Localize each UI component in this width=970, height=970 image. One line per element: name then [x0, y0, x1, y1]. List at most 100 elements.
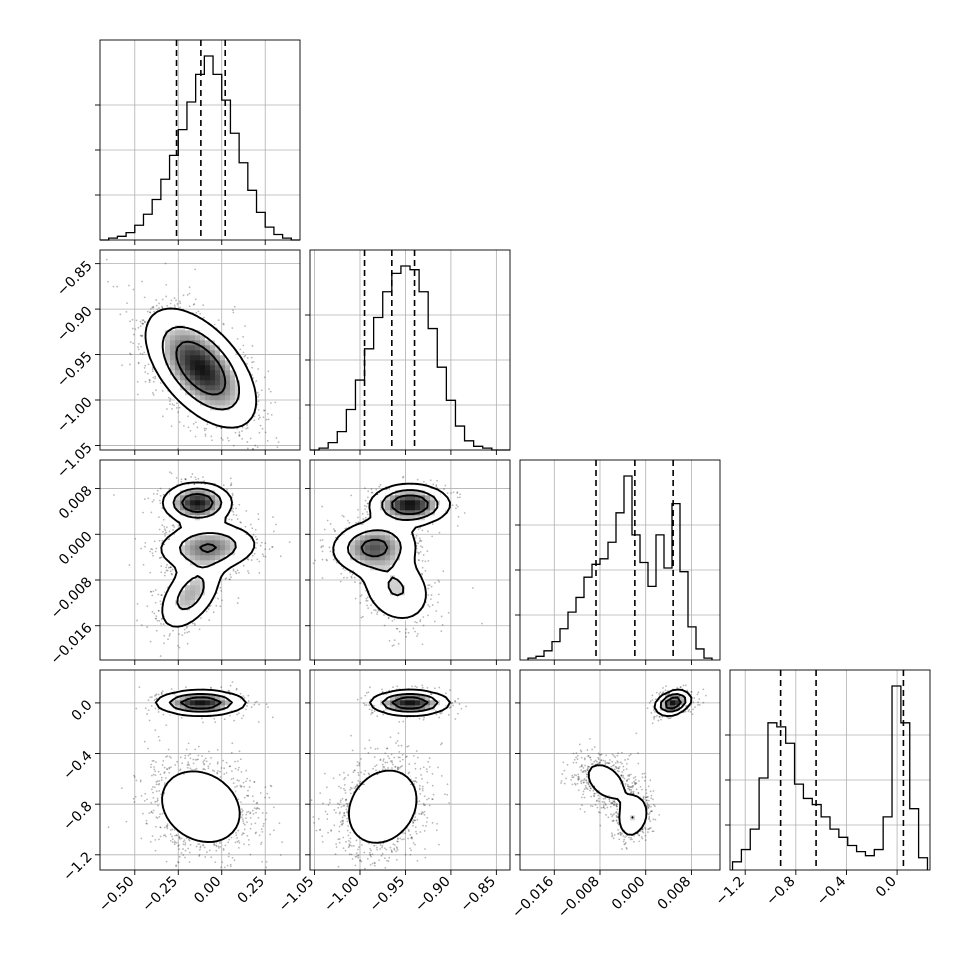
joint-1-cell [200, 505, 206, 511]
joint-2-point [373, 609, 376, 611]
joint-0-cell [225, 390, 231, 396]
joint-0-point [139, 352, 142, 355]
joint-0-cell [215, 410, 221, 416]
joint-0-cell [230, 370, 236, 376]
joint-0-cell [170, 335, 176, 341]
joint-0-point [256, 391, 259, 394]
joint-1-point [168, 634, 171, 637]
joint-1-cell [205, 515, 211, 521]
joint-1-point [245, 510, 248, 512]
joint-0-cell [230, 385, 236, 391]
joint-1-point [236, 518, 239, 520]
joint-1-cell [215, 525, 221, 531]
joint-0-point [239, 348, 242, 351]
joint-1-point [160, 556, 163, 559]
joint-1-contour-1 [172, 487, 237, 611]
joint-0-point [169, 403, 171, 406]
joint-0-point [233, 305, 236, 308]
joint-0-cell [230, 350, 236, 356]
joint-0-cell [200, 375, 206, 381]
joint-2-point [354, 581, 356, 583]
joint-1-cell [170, 540, 176, 546]
joint-0-cell [210, 350, 216, 356]
joint-1-cell [200, 595, 206, 601]
joint-2-point [455, 507, 457, 510]
joint-0-point [266, 439, 269, 442]
joint-0-point [262, 416, 265, 419]
joint-0-point [129, 341, 132, 343]
joint-0-cell [240, 390, 246, 396]
joint-1-point [264, 555, 267, 558]
joint-0-cell [175, 315, 181, 321]
joint-0-cell [205, 385, 211, 391]
joint-1-point [250, 559, 253, 561]
joint-0-point [149, 311, 151, 314]
joint-1-point [228, 578, 231, 581]
joint-0-cell [240, 405, 246, 411]
joint-0-cell [170, 355, 176, 361]
joint-0-cell [240, 420, 246, 426]
joint-0-cell [175, 395, 181, 401]
joint-0-point [187, 426, 190, 429]
joint-1-cell [235, 550, 241, 556]
joint-0-point [144, 371, 147, 373]
joint-2-point [363, 504, 366, 507]
joint-1-cell [170, 590, 176, 596]
joint-0-cell [220, 340, 226, 346]
joint-1-cell [195, 505, 201, 511]
hist-0-line [100, 55, 300, 241]
joint-0-cell [175, 340, 181, 346]
joint-1-point [252, 533, 255, 536]
joint-0-point [251, 366, 253, 369]
joint-0-cell [205, 345, 211, 351]
joint-0-point [227, 439, 230, 442]
joint-1-cell [195, 570, 201, 576]
joint-0-point [238, 431, 241, 434]
joint-1-cell [195, 600, 201, 606]
joint-1-cell [250, 545, 256, 551]
joint-1-point [160, 603, 162, 605]
joint-0-point [263, 469, 265, 471]
joint-0-cell [160, 330, 166, 336]
joint-0-point [197, 310, 200, 313]
joint-1-point [140, 624, 143, 627]
joint-1-cell [195, 605, 201, 611]
joint-0-cell [195, 370, 201, 376]
joint-1-point [160, 594, 163, 596]
joint-1-point [166, 569, 169, 572]
joint-2-point [366, 513, 369, 516]
joint-1-cell [165, 610, 171, 616]
joint-0-cell [185, 350, 191, 356]
joint-1-cell [190, 535, 196, 541]
joint-1-cell [175, 565, 181, 571]
joint-1-point [238, 571, 240, 574]
joint-1-contours [160, 481, 256, 628]
joint-2-point [321, 539, 324, 541]
joint-0-cell [215, 405, 221, 411]
joint-1-cell [185, 560, 191, 566]
joint-1-cell [220, 565, 226, 571]
joint-1-cell [230, 535, 236, 541]
joint-0-point [175, 299, 177, 302]
joint-0-point [161, 390, 164, 392]
joint-0-point [182, 294, 185, 297]
joint-1-cell [220, 540, 226, 546]
joint-1-cell [185, 505, 191, 511]
joint-0-cell [200, 370, 206, 376]
joint-1-point [256, 538, 259, 541]
joint-0-point [140, 345, 142, 348]
joint-0-point [195, 311, 198, 314]
joint-1-cell [235, 530, 241, 536]
joint-1-cell [225, 545, 231, 551]
joint-1-point [153, 612, 156, 615]
joint-0-point [186, 293, 189, 296]
joint-2-point [471, 587, 474, 589]
joint-1-cell [190, 550, 196, 556]
joint-0-contours [144, 307, 258, 429]
joint-0-cell [175, 320, 181, 326]
joint-0-cell [225, 385, 231, 391]
joint-1-cell [190, 525, 196, 531]
joint-0-point [199, 312, 202, 315]
joint-0-point [131, 327, 134, 330]
joint-0-cell [205, 380, 211, 386]
